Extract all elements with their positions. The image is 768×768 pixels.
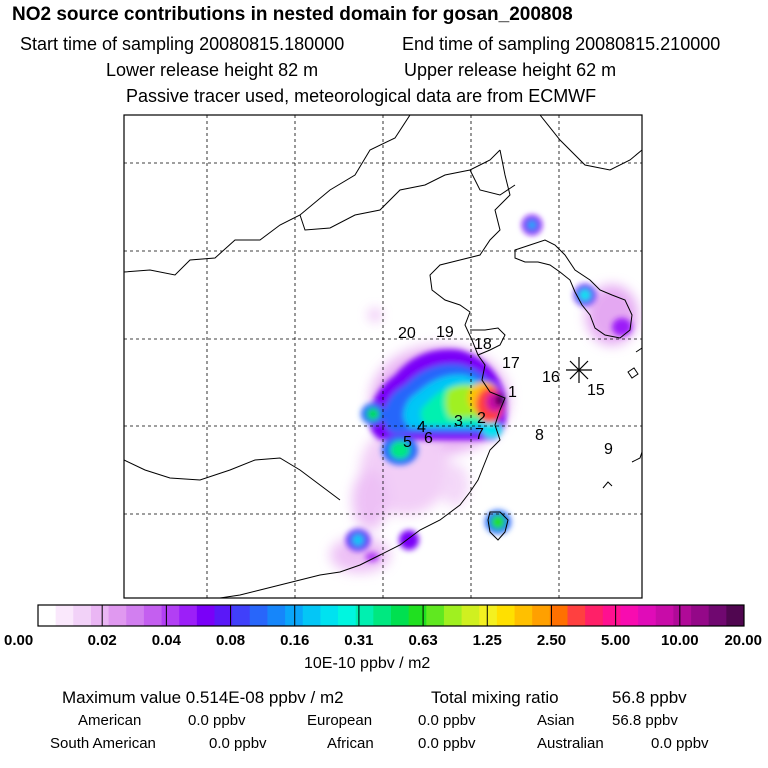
region-label-17: 17 bbox=[502, 355, 520, 372]
color-scale-swatch bbox=[285, 605, 304, 626]
color-scale-tick-label: 0.04 bbox=[152, 632, 182, 649]
color-scale-swatch bbox=[320, 605, 339, 626]
color-scale-swatch bbox=[196, 605, 215, 626]
lat-lon-grid bbox=[124, 115, 642, 598]
receptor-asterisk bbox=[566, 357, 592, 383]
color-scale-swatch bbox=[73, 605, 92, 626]
color-scale-swatch bbox=[338, 605, 357, 626]
american-value: 0.0 ppbv bbox=[188, 712, 246, 729]
region-label-1: 1 bbox=[508, 384, 517, 401]
color-scale-swatch bbox=[126, 605, 145, 626]
start-time: Start time of sampling 20080815.180000 bbox=[20, 34, 345, 54]
coastlines bbox=[124, 115, 642, 598]
color-scale-swatch bbox=[214, 605, 233, 626]
color-scale-swatch bbox=[426, 605, 445, 626]
color-scale-swatch bbox=[355, 605, 374, 626]
region-label-9: 9 bbox=[604, 441, 613, 458]
color-scale-swatch bbox=[496, 605, 515, 626]
color-scale-swatch bbox=[408, 605, 427, 626]
south-american-value: 0.0 ppbv bbox=[209, 735, 267, 752]
color-scale-swatch bbox=[673, 605, 692, 626]
asian-label: Asian bbox=[537, 712, 575, 729]
region-label-4: 4 bbox=[417, 419, 426, 436]
color-scale-swatch bbox=[443, 605, 462, 626]
color-scale-bar bbox=[38, 605, 745, 626]
color-scale-frame bbox=[37, 604, 745, 627]
color-scale-tick-label: 10.00 bbox=[661, 632, 699, 649]
region-label-5: 5 bbox=[403, 434, 412, 451]
region-label-3: 3 bbox=[454, 413, 463, 430]
color-scale-swatch bbox=[726, 605, 745, 626]
color-scale-swatch bbox=[514, 605, 533, 626]
color-scale-swatch bbox=[108, 605, 127, 626]
color-scale-swatch bbox=[90, 605, 109, 626]
region-label-8: 8 bbox=[535, 427, 544, 444]
color-scale-swatch bbox=[585, 605, 604, 626]
color-scale-swatch bbox=[143, 605, 162, 626]
region-label-20: 20 bbox=[398, 325, 416, 342]
color-scale-tick-label: 0.16 bbox=[280, 632, 309, 649]
african-value: 0.0 ppbv bbox=[418, 735, 476, 752]
color-scale-tick-label: 2.50 bbox=[537, 632, 566, 649]
australian-value: 0.0 ppbv bbox=[651, 735, 709, 752]
color-scale-swatch bbox=[232, 605, 251, 626]
color-scale-swatch bbox=[691, 605, 710, 626]
color-scale-swatch bbox=[302, 605, 321, 626]
color-scale-swatch bbox=[549, 605, 568, 626]
european-value: 0.0 ppbv bbox=[418, 712, 476, 729]
color-scale-unit: 10E-10 ppbv / m2 bbox=[304, 655, 431, 672]
color-scale-tick-label: 20.00 bbox=[724, 632, 762, 649]
region-label-15: 15 bbox=[587, 382, 605, 399]
asian-value: 56.8 ppbv bbox=[612, 712, 678, 729]
african-label: African bbox=[327, 735, 374, 752]
color-scale-swatch bbox=[38, 605, 57, 626]
color-scale-swatch bbox=[708, 605, 727, 626]
color-scale-swatch bbox=[567, 605, 586, 626]
plot-title: NO2 source contributions in nested domai… bbox=[12, 4, 573, 25]
color-scale-swatch bbox=[249, 605, 268, 626]
maximum-value: Maximum value 0.514E-08 ppbv / m2 bbox=[62, 688, 344, 707]
color-scale-swatch bbox=[532, 605, 551, 626]
australian-label: Australian bbox=[537, 735, 604, 752]
model-note: Passive tracer used, meteorological data… bbox=[126, 86, 597, 106]
color-scale-swatch bbox=[461, 605, 480, 626]
region-label-6: 6 bbox=[424, 430, 433, 447]
region-label-18: 18 bbox=[474, 336, 492, 353]
color-scale-swatch bbox=[373, 605, 392, 626]
color-scale-swatch bbox=[391, 605, 410, 626]
end-time: End time of sampling 20080815.210000 bbox=[402, 34, 721, 54]
color-scale-tick-label: 0.02 bbox=[88, 632, 117, 649]
color-scale-tick-label: 0.08 bbox=[216, 632, 245, 649]
region-label-16: 16 bbox=[542, 369, 560, 386]
color-scale-tick-label: 5.00 bbox=[601, 632, 630, 649]
american-label: American bbox=[78, 712, 142, 729]
color-scale-swatch bbox=[655, 605, 674, 626]
color-scale-tick-label: 0.00 bbox=[4, 632, 33, 649]
color-scale-tick-label: 0.31 bbox=[344, 632, 373, 649]
color-scale-swatch bbox=[602, 605, 621, 626]
color-scale-swatch bbox=[267, 605, 286, 626]
color-scale-swatch bbox=[479, 605, 498, 626]
color-scale-swatch bbox=[179, 605, 198, 626]
south-american-label: South American bbox=[50, 735, 156, 752]
region-labels: 1 2 3 4 5 6 7 8 9 15 16 17 18 19 20 bbox=[398, 324, 613, 458]
color-scale-swatch bbox=[55, 605, 74, 626]
total-mixing-ratio-value: 56.8 ppbv bbox=[612, 688, 687, 707]
european-label: European bbox=[307, 712, 373, 729]
lower-release-height: Lower release height 82 m bbox=[106, 60, 319, 80]
region-label-7: 7 bbox=[475, 426, 484, 443]
region-label-2: 2 bbox=[477, 410, 486, 427]
total-mixing-ratio-label: Total mixing ratio bbox=[431, 688, 559, 707]
color-scale-swatch bbox=[638, 605, 657, 626]
color-scale-ticks: 0.00 0.02 0.04 0.08 0.16 0.31 0.63 1.25 2.50 5.00… bbox=[4, 632, 762, 649]
color-scale-tick-label: 1.25 bbox=[473, 632, 502, 649]
color-scale-swatch bbox=[620, 605, 639, 626]
color-scale-tick-label: 0.63 bbox=[408, 632, 437, 649]
region-label-19: 19 bbox=[436, 324, 454, 341]
color-scale-swatch bbox=[161, 605, 180, 626]
upper-release-height: Upper release height 62 m bbox=[404, 60, 617, 80]
